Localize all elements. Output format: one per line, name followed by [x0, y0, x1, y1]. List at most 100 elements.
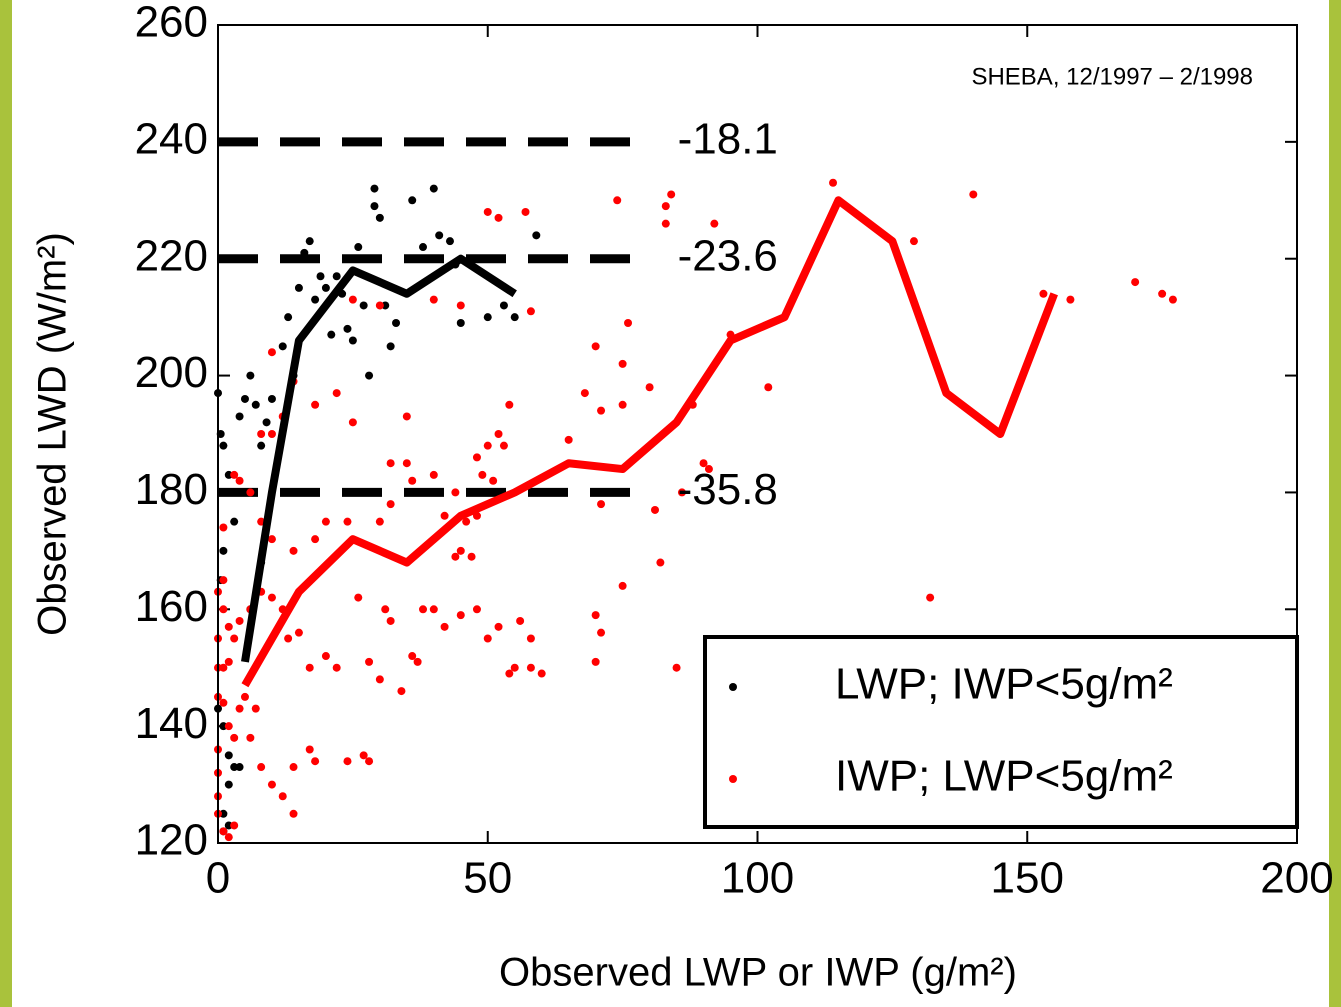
scatter-point: [462, 517, 471, 526]
scatter-point: [305, 237, 314, 246]
scatter-point: [526, 307, 535, 316]
scatter-point: [332, 663, 341, 672]
scatter-point: [224, 722, 233, 731]
scatter-point: [472, 605, 481, 614]
scatter-point: [451, 552, 460, 561]
scatter-point: [467, 552, 476, 561]
y-tick-label: 180: [135, 465, 208, 514]
scatter-point: [483, 634, 492, 643]
scatter-point: [1168, 295, 1177, 304]
scatter-point: [456, 546, 465, 555]
scatter-point: [327, 330, 336, 339]
scatter-point: [257, 430, 266, 438]
scatter-point: [246, 733, 255, 742]
scatter-point: [429, 605, 438, 614]
scatter-point: [267, 780, 276, 789]
scatter-point: [386, 459, 395, 468]
legend-label: IWP; LWP<5g/m²: [835, 752, 1173, 801]
scatter-point: [397, 687, 406, 696]
scatter-point: [251, 400, 260, 409]
scatter-point: [235, 412, 244, 421]
y-axis-label: Observed LWD (W/m²): [31, 232, 75, 636]
reference-label: -18.1: [678, 114, 778, 163]
scatter-point: [704, 465, 713, 474]
scatter-point: [526, 634, 535, 643]
scatter-point: [365, 371, 374, 380]
legend-box: [703, 635, 1299, 829]
scatter-point: [661, 219, 670, 228]
scatter-point: [667, 190, 676, 199]
scatter-point: [348, 295, 357, 304]
scatter-point: [591, 611, 600, 620]
scatter-point: [267, 394, 276, 403]
scatter-point: [365, 254, 374, 263]
scatter-point: [591, 342, 600, 351]
scatter-point: [294, 283, 303, 292]
scatter-point: [1131, 278, 1140, 287]
scatter-point: [224, 833, 233, 842]
scatter-point: [284, 313, 293, 322]
scatter-point: [311, 295, 320, 304]
scatter-point: [456, 611, 465, 620]
scatter-point: [267, 593, 276, 602]
annotation: SHEBA, 12/1997 – 2/1998: [971, 63, 1253, 90]
scatter-point: [429, 184, 438, 193]
scatter-point: [343, 517, 352, 526]
scatter-point: [1158, 289, 1167, 298]
scatter-point: [246, 488, 255, 497]
scatter-point: [926, 593, 935, 602]
scatter-point: [224, 657, 233, 666]
scatter-point: [251, 704, 260, 713]
scatter-point: [564, 435, 573, 444]
scatter-point: [483, 207, 492, 216]
y-tick-label: 240: [135, 114, 208, 163]
scatter-point: [969, 190, 978, 199]
scatter-point: [289, 809, 298, 818]
scatter-point: [294, 628, 303, 637]
scatter-point: [375, 301, 384, 310]
scatter-point: [365, 757, 374, 766]
scatter-point: [224, 751, 233, 760]
scatter-point: [386, 616, 395, 625]
scatter-point: [240, 394, 249, 403]
scatter-point: [224, 622, 233, 631]
scatter-point: [375, 517, 384, 526]
scatter-point: [392, 318, 401, 327]
scatter-point: [278, 342, 287, 351]
scatter-point: [451, 488, 460, 497]
scatter-point: [499, 441, 508, 450]
scatter-point: [278, 792, 287, 801]
legend-marker: [729, 683, 737, 691]
scatter-point: [230, 470, 239, 479]
scatter-point: [591, 657, 600, 666]
scatter-point: [456, 301, 465, 310]
scatter-point: [257, 441, 266, 450]
scatter-point: [677, 488, 686, 497]
scatter-point: [478, 470, 487, 479]
scatter-point: [365, 657, 374, 666]
scatter-point: [235, 476, 244, 485]
scatter-point: [305, 745, 314, 754]
x-tick-label: 0: [206, 854, 230, 903]
scatter-point: [267, 535, 276, 544]
scatter-point: [289, 546, 298, 555]
scatter-point: [230, 634, 239, 643]
scatter-point: [386, 500, 395, 509]
scatter-point: [332, 272, 341, 281]
scatter-point: [219, 827, 228, 836]
mean-line: [241, 254, 517, 663]
scatter-point: [257, 763, 266, 772]
scatter-point: [408, 196, 417, 205]
y-tick-label: 200: [135, 348, 208, 397]
scatter-point: [219, 546, 228, 555]
scatter-point: [343, 324, 352, 333]
y-tick-label: 140: [135, 699, 208, 748]
x-tick-label: 50: [463, 854, 512, 903]
scatter-point: [370, 202, 379, 211]
scatter-point: [370, 184, 379, 193]
scatter-point: [494, 622, 503, 631]
scatter-point: [505, 400, 514, 409]
scatter-point: [321, 517, 330, 526]
scatter-point: [230, 821, 239, 830]
